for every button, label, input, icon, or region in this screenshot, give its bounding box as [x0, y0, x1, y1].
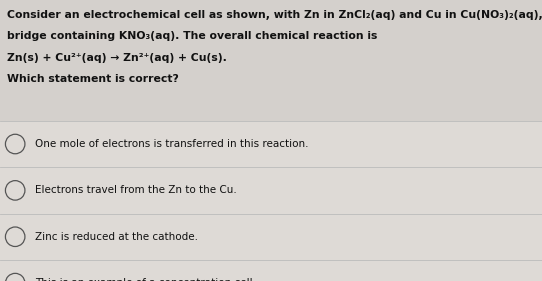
Text: Zn(s) + Cu²⁺(aq) → Zn²⁺(aq) + Cu(s).: Zn(s) + Cu²⁺(aq) → Zn²⁺(aq) + Cu(s). [7, 53, 227, 63]
Text: This is an example of a concentration cell.: This is an example of a concentration ce… [35, 278, 256, 281]
Text: Electrons travel from the Zn to the Cu.: Electrons travel from the Zn to the Cu. [35, 185, 237, 195]
FancyBboxPatch shape [0, 121, 542, 167]
Text: bridge containing KNO₃(aq). The overall chemical reaction is: bridge containing KNO₃(aq). The overall … [7, 31, 377, 41]
FancyBboxPatch shape [0, 214, 542, 260]
FancyBboxPatch shape [0, 167, 542, 214]
Text: One mole of electrons is transferred in this reaction.: One mole of electrons is transferred in … [35, 139, 309, 149]
FancyBboxPatch shape [0, 260, 542, 281]
Text: Consider an electrochemical cell as shown, with Zn in ZnCl₂(aq) and Cu in Cu(NO₃: Consider an electrochemical cell as show… [7, 10, 542, 20]
Text: Which statement is correct?: Which statement is correct? [7, 74, 178, 84]
Text: Zinc is reduced at the cathode.: Zinc is reduced at the cathode. [35, 232, 198, 242]
